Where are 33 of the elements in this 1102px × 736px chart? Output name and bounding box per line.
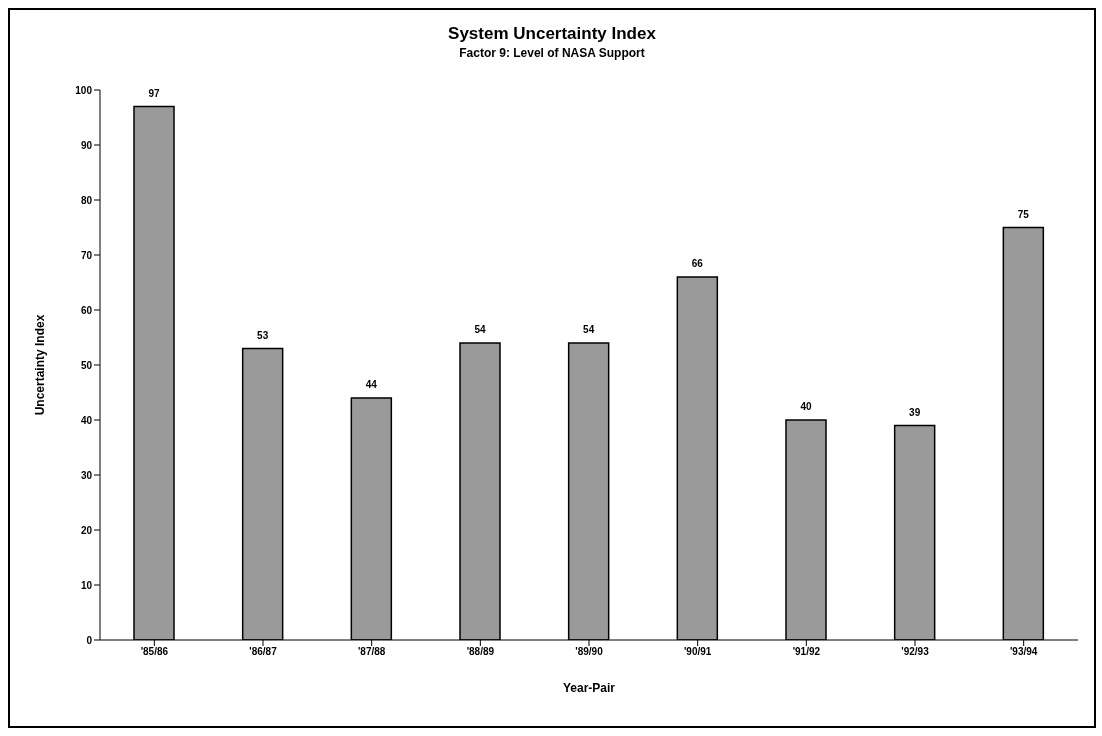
x-axis-title: Year-Pair: [562, 681, 616, 695]
x-tick-label: '86/87: [249, 646, 278, 658]
y-tick-label: 0: [86, 634, 93, 646]
x-tick-label: '85/86: [140, 646, 169, 658]
x-tick-label: '87/88: [357, 646, 386, 658]
y-tick-label: 40: [80, 414, 93, 426]
y-tick-label: 100: [75, 84, 93, 96]
data-label: 54: [583, 324, 595, 335]
x-tick-label: '91/92: [792, 646, 821, 658]
chart-title: System Uncertainty Index: [447, 24, 657, 44]
y-tick-label: 10: [80, 579, 93, 591]
data-label: 40: [800, 401, 812, 412]
y-tick-label: 60: [80, 304, 93, 316]
x-tick-label: '92/93: [901, 646, 930, 658]
data-label: 75: [1017, 208, 1030, 220]
x-tick-label: '90/91: [683, 646, 712, 658]
y-tick-label: 50: [80, 359, 93, 371]
x-tick-label: '89/90: [575, 646, 604, 658]
data-label: 53: [257, 329, 269, 341]
y-tick-label: 80: [80, 194, 93, 206]
y-tick-label: 20: [80, 524, 93, 536]
data-label: 39: [909, 406, 921, 418]
x-tick-label: '88/89: [466, 646, 495, 658]
data-label: 66: [691, 258, 704, 269]
x-tick-label: '93/94: [1009, 646, 1038, 658]
data-label: 44: [365, 379, 378, 390]
y-tick-label: 90: [80, 139, 93, 151]
y-tick-label: 30: [80, 469, 93, 481]
chart-subtitle: Factor 9: Level of NASA Support: [458, 46, 646, 60]
y-tick-label: 70: [80, 249, 93, 261]
data-label: 97: [148, 87, 160, 99]
data-label: 54: [474, 324, 486, 335]
y-axis-title: Uncertainty Index: [33, 314, 48, 416]
